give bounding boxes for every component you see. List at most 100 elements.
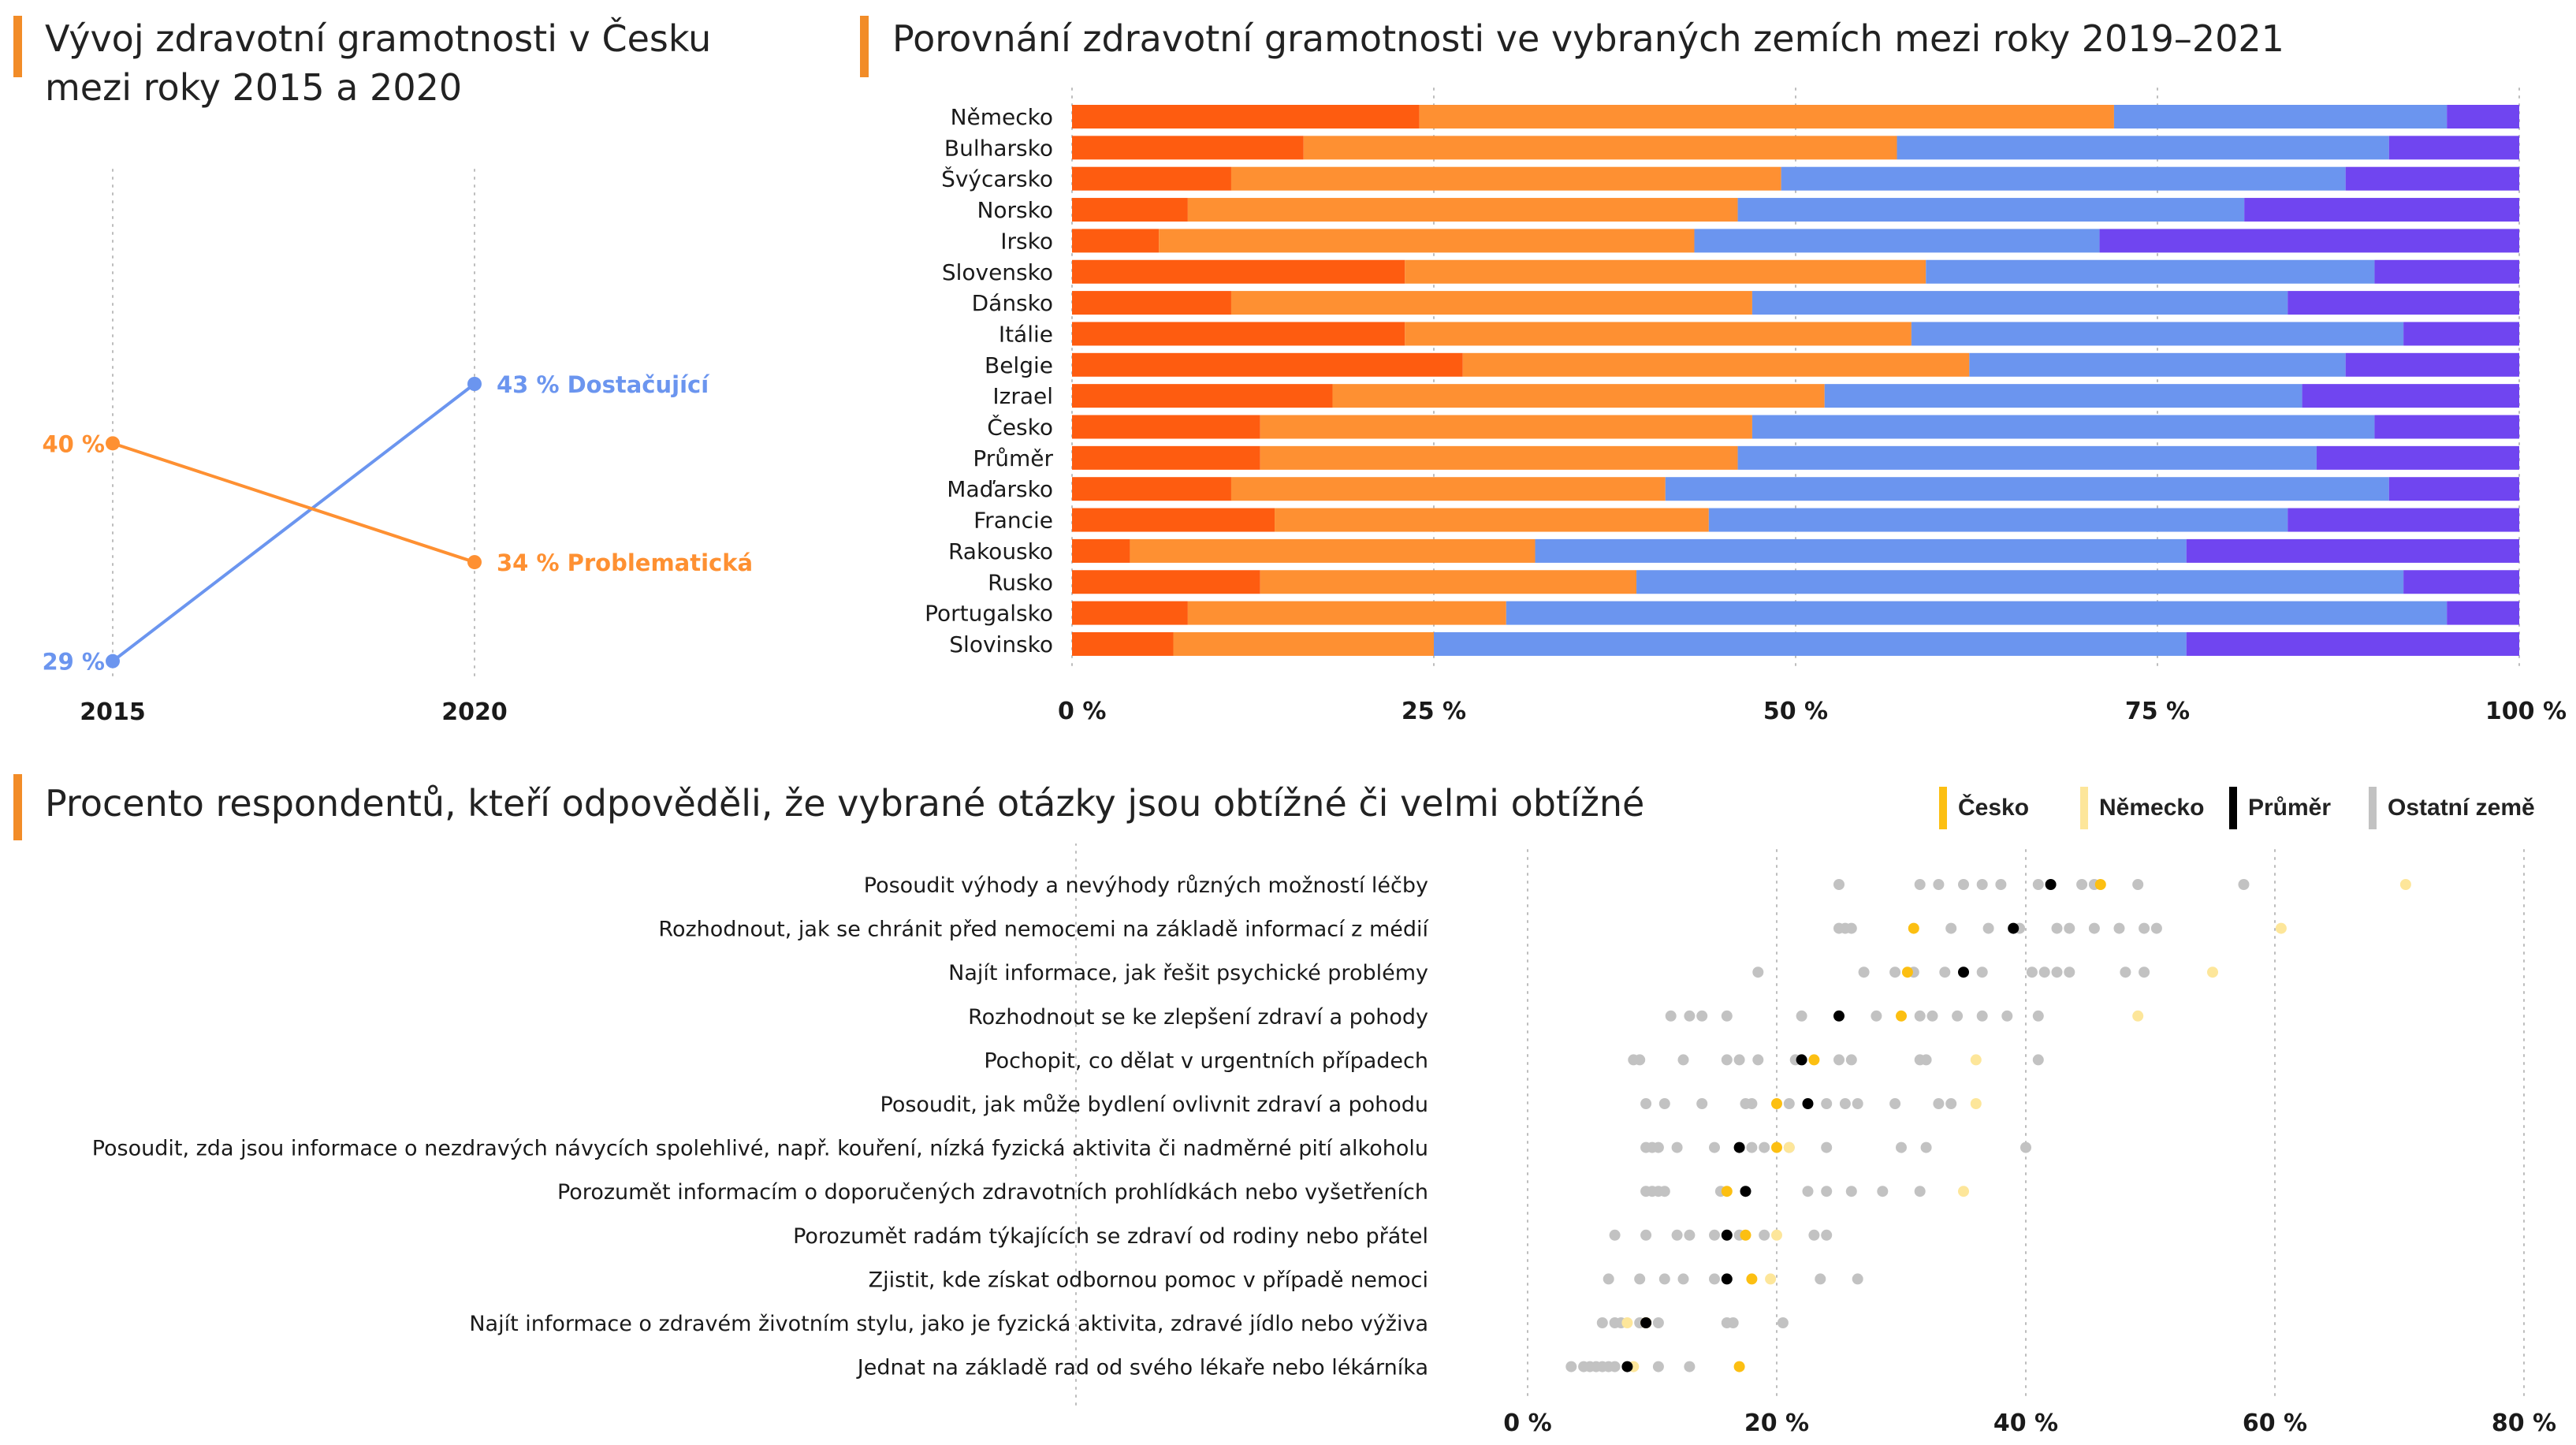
dot-prumer [1796, 1054, 1807, 1066]
dot-ostatni-zeme [1640, 1098, 1652, 1109]
dot-ostatni-zeme [1696, 1010, 1708, 1022]
dot-ostatni-zeme [1727, 1317, 1739, 1328]
question-label: Najít informace, jak řešit psychické pro… [948, 961, 1428, 985]
bar-slovensko-problematicka [1405, 259, 1926, 284]
legend-prumer-swatch [2229, 787, 2237, 829]
dot-ostatni-zeme [1759, 1141, 1770, 1153]
question-label: Posoudit výhody a nevýhody různých možno… [864, 873, 1428, 898]
country-label-italie: Itálie [999, 321, 1053, 347]
dot-ostatni-zeme [1709, 1273, 1720, 1285]
bar-dansko-dostacujici [1751, 291, 2288, 315]
bar-svycarsko-dostacujici [1781, 166, 2346, 191]
legend-nemecko-swatch [2080, 787, 2088, 829]
dot-cesko [1901, 966, 1913, 978]
dot-ostatni-zeme [1752, 1054, 1764, 1066]
bar-madarsko-nedostatecna [1072, 477, 1231, 501]
dot-ostatni-zeme [1852, 1273, 1863, 1285]
dot-ostatni-zeme [1609, 1229, 1621, 1241]
country-label-prumer: Průměr [973, 445, 1053, 471]
country-comparison-chart: 0 % 25 % 50 % 75 % 100 % Německo Bulharsko Švýc… [925, 88, 2567, 725]
dot-ostatni-zeme [1914, 1186, 1926, 1197]
bar-prumer-excelentni [2316, 445, 2519, 470]
bar-portugalsko-nedostatecna [1072, 601, 1188, 625]
panel2-title: Porovnání zdravotní gramotnosti ve vybra… [892, 17, 2284, 60]
dot-ostatni-zeme [2032, 879, 2044, 890]
country-label-irsko: Irsko [1000, 228, 1053, 254]
dot-ostatni-zeme [1652, 1141, 1664, 1153]
dot-ostatni-zeme [1684, 1010, 1696, 1022]
dot-ostatni-zeme [1933, 1098, 1945, 1109]
health-literacy-trend-chart: 2015 2020 29 % 43 % Dostačující 40 % 34 % Pro… [42, 169, 753, 726]
dot-ostatni-zeme [1821, 1229, 1833, 1241]
legend-nemecko: Německo [2080, 786, 2204, 830]
dot-ostatni-zeme [1752, 966, 1764, 978]
panel3-title: Procento respondentů, kteří odpověděli, … [45, 782, 1645, 825]
dot-ostatni-zeme [2139, 922, 2150, 934]
dot-nemecko [1958, 1186, 1969, 1197]
legend-prumer: Průměr [2229, 786, 2331, 830]
dot-ostatni-zeme [1640, 1229, 1652, 1241]
dot-prumer [1721, 1273, 1733, 1285]
dot-prumer [2045, 879, 2057, 890]
bar-madarsko-dostacujici [1665, 477, 2389, 501]
dot-cesko [1771, 1141, 1782, 1153]
bar-svycarsko-excelentni [2345, 166, 2519, 191]
dot-ostatni-zeme [1796, 1010, 1807, 1022]
dot-ostatni-zeme [2032, 1054, 2044, 1066]
dot-ostatni-zeme [1665, 1010, 1677, 1022]
dot-ostatni-zeme [1684, 1229, 1696, 1241]
point-end-dostacujici [467, 377, 482, 391]
bar-norsko-excelentni [2244, 198, 2519, 222]
dot-ostatni-zeme [1821, 1186, 1833, 1197]
dot-ostatni-zeme [2150, 922, 2162, 934]
dot-nemecko [1771, 1229, 1782, 1241]
bar-irsko-problematicka [1159, 229, 1695, 253]
bar-rusko-excelentni [2403, 570, 2519, 594]
bar-rakousko-problematicka [1130, 538, 1536, 563]
dot-ostatni-zeme [1845, 922, 1857, 934]
bar-bulharsko-nedostatecna [1072, 136, 1304, 160]
bar-portugalsko-excelentni [2447, 601, 2519, 625]
bar-slovensko-excelentni [2374, 259, 2519, 284]
country-label-bulharsko: Bulharsko [944, 135, 1053, 161]
bar-cesko-problematicka [1260, 415, 1752, 439]
dot-ostatni-zeme [1845, 1054, 1857, 1066]
dot-ostatni-zeme [2132, 879, 2144, 890]
dot-cesko [1896, 1010, 1907, 1022]
bar-bulharsko-problematicka [1303, 136, 1897, 160]
dot-ostatni-zeme [1976, 966, 1988, 978]
dot-ostatni-zeme [1995, 879, 2007, 890]
dot-cesko [1721, 1186, 1733, 1197]
dot-ostatni-zeme [2113, 922, 2125, 934]
country-label-rusko: Rusko [988, 569, 1053, 595]
bar-nemecko-nedostatecna [1072, 105, 1420, 128]
dot-cesko [1808, 1054, 1820, 1066]
panel1-title-line2: mezi roky 2015 a 2020 [45, 66, 463, 109]
dot-ostatni-zeme [2076, 879, 2088, 890]
legend-cesko-label: Česko [1958, 795, 2030, 821]
x-tick-label: 0 % [1058, 698, 1106, 725]
dot-prumer [1958, 966, 1969, 978]
end-label-dostacujici: 43 % Dostačující [497, 371, 710, 398]
dot-ostatni-zeme [1634, 1273, 1646, 1285]
dot-ostatni-zeme [1746, 1098, 1758, 1109]
dot-ostatni-zeme [1945, 1098, 1957, 1109]
dot-prumer [2008, 922, 2019, 934]
dot-ostatni-zeme [1896, 1141, 1907, 1153]
country-label-belgie: Belgie [985, 352, 1053, 378]
dot-cesko [1771, 1098, 1782, 1109]
dot-ostatni-zeme [2038, 966, 2050, 978]
start-label-problematicka: 40 % [42, 430, 105, 457]
dot-ostatni-zeme [1889, 966, 1901, 978]
bar-izrael-problematicka [1332, 384, 1825, 408]
bar-rakousko-excelentni [2186, 538, 2519, 563]
dot-ostatni-zeme [2051, 966, 2063, 978]
bar-portugalsko-problematicka [1187, 601, 1506, 625]
question-label: Posoudit, jak může bydlení ovlivnit zdra… [880, 1093, 1429, 1117]
dot-ostatni-zeme [1821, 1141, 1833, 1153]
dot-ostatni-zeme [1933, 879, 1945, 890]
bar-rakousko-nedostatecna [1072, 538, 1130, 563]
bar-norsko-nedostatecna [1072, 198, 1188, 222]
country-label-slovensko: Slovensko [942, 259, 1053, 285]
question-label: Pochopit, co dělat v urgentních případec… [984, 1048, 1428, 1073]
